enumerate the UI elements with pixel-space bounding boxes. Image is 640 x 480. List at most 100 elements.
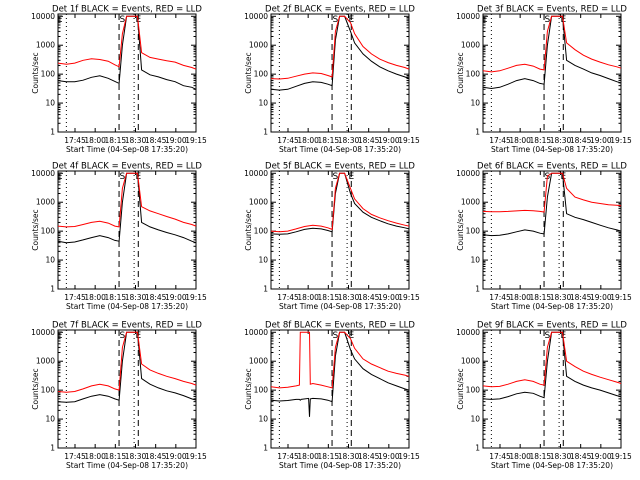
lld-series-line bbox=[57, 172, 197, 228]
x-tick-label: 17:45 bbox=[489, 452, 511, 461]
y-tick-label: 10000 bbox=[456, 328, 480, 337]
x-tick-label: 18:30 bbox=[338, 452, 360, 461]
x-tick-label: 18:45 bbox=[145, 136, 167, 145]
x-tick-label: 18:00 bbox=[297, 452, 319, 461]
detector-panel-9: Det 9f BLACK = Events, RED = LLD 1 10 100 10… bbox=[456, 321, 632, 471]
y-tick-label: 100 bbox=[254, 227, 269, 236]
y-tick-label: 10000 bbox=[31, 169, 55, 178]
plot-frame bbox=[57, 13, 197, 133]
event-marker: S bbox=[333, 331, 339, 341]
y-tick-label: 1000 bbox=[249, 357, 268, 366]
x-tick-label: 18:15 bbox=[105, 452, 127, 461]
x-tick-label: 18:45 bbox=[358, 452, 380, 461]
y-tick-label: 1000 bbox=[461, 357, 480, 366]
y-tick-label: 10 bbox=[258, 256, 268, 265]
y-axis-label: Counts/sec bbox=[244, 209, 253, 250]
event-marker: S bbox=[545, 15, 551, 25]
x-tick-label: 17:45 bbox=[277, 293, 299, 302]
y-tick-label: 1 bbox=[263, 285, 268, 294]
y-tick-label: 1 bbox=[263, 444, 268, 453]
x-tick-label: 18:15 bbox=[105, 293, 127, 302]
x-tick-label: 18:15 bbox=[530, 293, 552, 302]
x-tick-label: 18:45 bbox=[145, 452, 167, 461]
y-tick-label: 10000 bbox=[244, 169, 268, 178]
y-tick-label: 1000 bbox=[36, 198, 55, 207]
x-tick-label: 19:15 bbox=[398, 452, 420, 461]
detector-panel-2: Det 2f BLACK = Events, RED = LLD 1 10 100 10… bbox=[244, 5, 420, 155]
x-axis-label: Start Time (04-Sep-08 17:35:20) bbox=[279, 461, 401, 470]
x-tick-label: 19:15 bbox=[610, 293, 632, 302]
y-axis-label: Counts/sec bbox=[456, 52, 465, 93]
x-tick-label: 19:15 bbox=[610, 136, 632, 145]
plot-frame bbox=[482, 329, 622, 449]
x-tick-label: 19:15 bbox=[398, 136, 420, 145]
y-tick-label: 10000 bbox=[31, 12, 55, 21]
x-tick-label: 18:30 bbox=[338, 293, 360, 302]
x-tick-label: 19:15 bbox=[398, 293, 420, 302]
lld-series-line bbox=[482, 15, 622, 73]
y-tick-label: 1 bbox=[50, 285, 55, 294]
x-tick-label: 18:30 bbox=[125, 452, 147, 461]
events-series-line bbox=[270, 172, 410, 235]
event-marker: S bbox=[333, 15, 339, 25]
x-tick-label: 19:15 bbox=[185, 136, 207, 145]
y-tick-label: 1 bbox=[50, 128, 55, 137]
x-tick-label: 18:45 bbox=[145, 293, 167, 302]
panel-title: Det 3f BLACK = Events, RED = LLD bbox=[477, 5, 627, 15]
panel-title: Det 5f BLACK = Events, RED = LLD bbox=[265, 162, 415, 172]
y-tick-label: 10 bbox=[258, 99, 268, 108]
event-marker: E bbox=[482, 15, 488, 25]
x-tick-label: 19:00 bbox=[165, 452, 187, 461]
x-tick-label: 18:15 bbox=[105, 136, 127, 145]
y-tick-label: 10000 bbox=[244, 12, 268, 21]
y-tick-label: 10000 bbox=[244, 328, 268, 337]
plot-frame bbox=[57, 329, 197, 449]
y-axis-label: Counts/sec bbox=[31, 209, 40, 250]
events-series-line bbox=[482, 15, 622, 90]
detector-panel-4: Det 4f BLACK = Events, RED = LLD 1 10 100 10… bbox=[31, 162, 207, 312]
x-tick-label: 18:30 bbox=[125, 136, 147, 145]
x-axis-label: Start Time (04-Sep-08 17:35:20) bbox=[279, 145, 401, 154]
x-tick-label: 18:15 bbox=[318, 136, 340, 145]
lld-series-line bbox=[270, 15, 410, 80]
x-tick-label: 18:45 bbox=[570, 136, 592, 145]
detector-panel-7: Det 7f BLACK = Events, RED = LLD 1 10 100 10… bbox=[31, 321, 207, 471]
event-marker: E bbox=[348, 331, 354, 341]
y-tick-label: 100 bbox=[466, 386, 481, 395]
events-series-line bbox=[482, 172, 622, 237]
y-tick-label: 1000 bbox=[36, 41, 55, 50]
y-tick-label: 1 bbox=[475, 444, 480, 453]
plot-frame bbox=[270, 13, 410, 133]
y-tick-label: 10 bbox=[258, 415, 268, 424]
lld-series-line bbox=[482, 172, 622, 213]
y-tick-label: 1 bbox=[475, 285, 480, 294]
x-tick-label: 18:15 bbox=[318, 452, 340, 461]
y-tick-label: 1 bbox=[263, 128, 268, 137]
x-tick-label: 18:30 bbox=[550, 293, 572, 302]
y-tick-label: 10 bbox=[45, 99, 55, 108]
y-tick-label: 10 bbox=[45, 256, 55, 265]
x-tick-label: 17:45 bbox=[64, 452, 86, 461]
y-tick-label: 10000 bbox=[31, 328, 55, 337]
panel-title: Det 8f BLACK = Events, RED = LLD bbox=[265, 321, 415, 331]
x-tick-label: 19:15 bbox=[610, 452, 632, 461]
x-tick-label: 18:00 bbox=[509, 452, 531, 461]
lld-series-line bbox=[270, 331, 410, 389]
event-marker: E bbox=[57, 172, 63, 182]
y-tick-label: 10 bbox=[45, 415, 55, 424]
x-tick-label: 17:45 bbox=[489, 293, 511, 302]
events-series-line bbox=[270, 15, 410, 91]
y-tick-label: 100 bbox=[41, 70, 56, 79]
x-tick-label: 18:45 bbox=[570, 452, 592, 461]
x-tick-label: 18:45 bbox=[358, 136, 380, 145]
x-tick-label: 19:00 bbox=[378, 293, 400, 302]
y-axis-label: Counts/sec bbox=[244, 52, 253, 93]
events-series-line bbox=[57, 172, 197, 244]
events-series-line bbox=[57, 15, 197, 90]
x-tick-label: 18:00 bbox=[509, 293, 531, 302]
panel-title: Det 7f BLACK = Events, RED = LLD bbox=[52, 321, 202, 331]
events-series-line bbox=[482, 331, 622, 400]
y-tick-label: 10000 bbox=[456, 169, 480, 178]
events-series-line bbox=[57, 331, 197, 403]
